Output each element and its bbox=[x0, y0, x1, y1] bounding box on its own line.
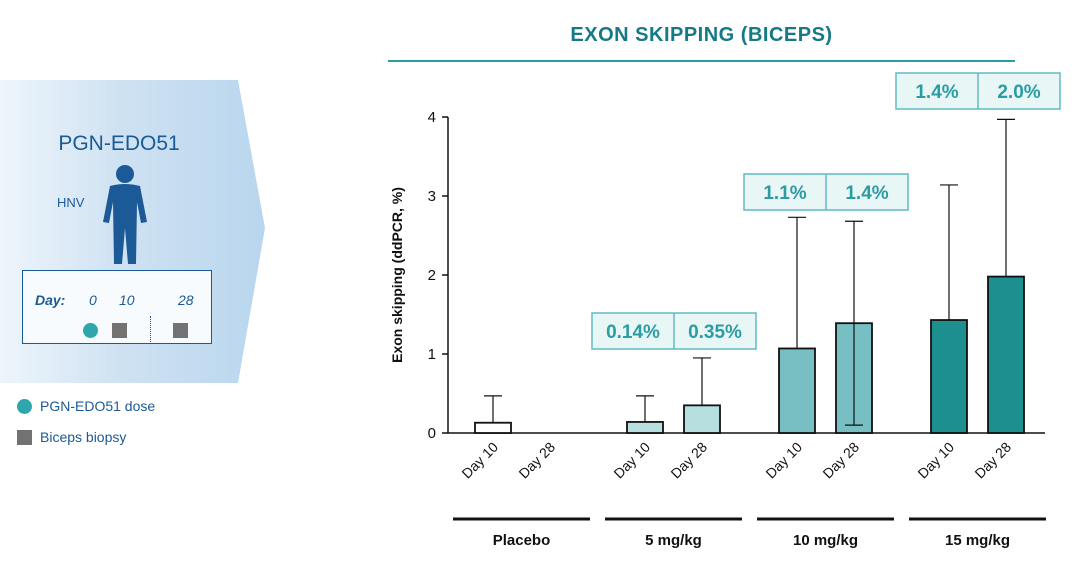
bar-1-0 bbox=[626, 421, 664, 434]
day-label: Day: bbox=[35, 292, 66, 308]
y-tick-label-4: 4 bbox=[428, 109, 436, 126]
legend-biopsy-label: Biceps biopsy bbox=[40, 429, 127, 445]
x-tick-label-2-1: Day 28 bbox=[819, 439, 862, 482]
x-tick-label-2-0: Day 10 bbox=[762, 439, 805, 482]
bar-3-1 bbox=[987, 275, 1025, 434]
x-tick-label-3-1: Day 28 bbox=[971, 439, 1014, 482]
title-rule bbox=[388, 60, 1015, 62]
annotation-value-1-1: 0.35% bbox=[688, 322, 742, 343]
annotation-value-3-0: 1.4% bbox=[915, 82, 958, 103]
annotation-value-1-0: 0.14% bbox=[606, 322, 660, 343]
legend-dose-label: PGN-EDO51 dose bbox=[40, 398, 156, 414]
bar-0-0 bbox=[474, 421, 512, 434]
chart-title: EXON SKIPPING (BICEPS) bbox=[570, 24, 833, 46]
day-10-label: 10 bbox=[119, 292, 135, 308]
x-tick-label-1-0: Day 10 bbox=[610, 439, 653, 482]
annotation-value-2-1: 1.4% bbox=[845, 183, 888, 204]
annotation-value-3-1: 2.0% bbox=[997, 82, 1040, 103]
bar-2-0 bbox=[778, 347, 816, 434]
y-tick-label-0: 0 bbox=[428, 425, 436, 442]
group-label-3: 15 mg/kg bbox=[945, 532, 1010, 549]
subject-label: HNV bbox=[57, 195, 85, 210]
group-label-0: Placebo bbox=[493, 532, 551, 549]
drug-name: PGN-EDO51 bbox=[58, 132, 180, 155]
schedule-divider bbox=[150, 316, 151, 344]
dose-marker-day-0 bbox=[83, 323, 98, 338]
y-tick-label-3: 3 bbox=[428, 188, 436, 205]
day-0-label: 0 bbox=[89, 292, 97, 308]
bar-1-1 bbox=[683, 404, 721, 434]
legend-dose-icon bbox=[17, 399, 32, 414]
biopsy-marker-day-28 bbox=[173, 323, 188, 338]
annotation-value-2-0: 1.1% bbox=[763, 183, 806, 204]
x-tick-label-0-0: Day 10 bbox=[458, 439, 501, 482]
x-tick-label-0-1: Day 28 bbox=[515, 439, 558, 482]
bar-3-0 bbox=[930, 319, 968, 434]
x-tick-label-3-0: Day 10 bbox=[914, 439, 957, 482]
dosing-schedule: Day: 0 10 28 bbox=[22, 270, 212, 344]
person-icon bbox=[103, 165, 147, 264]
group-label-1: 5 mg/kg bbox=[645, 532, 702, 549]
y-axis-label: Exon skipping (ddPCR, %) bbox=[389, 187, 405, 363]
group-label-2: 10 mg/kg bbox=[793, 532, 858, 549]
legend-biopsy-icon bbox=[17, 430, 32, 445]
biopsy-marker-day-10 bbox=[112, 323, 127, 338]
x-tick-label-1-1: Day 28 bbox=[667, 439, 710, 482]
y-tick-label-1: 1 bbox=[428, 346, 436, 363]
day-28-label: 28 bbox=[178, 292, 194, 308]
y-tick-label-2: 2 bbox=[428, 267, 436, 284]
